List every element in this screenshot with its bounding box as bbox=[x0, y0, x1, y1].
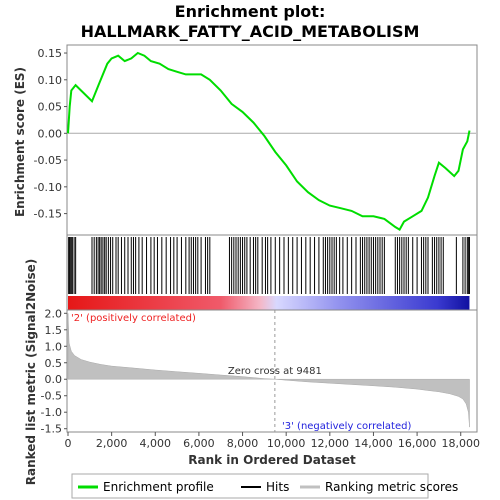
es-ytick-label: 0.05 bbox=[38, 101, 63, 114]
es-ytick-label: -0.10 bbox=[34, 181, 62, 194]
es-ytick-label: -0.05 bbox=[34, 154, 62, 167]
metric-ytick-label: 1.5 bbox=[45, 324, 63, 337]
metric-ytick-label: -1.5 bbox=[41, 423, 62, 436]
hit-marks bbox=[68, 237, 470, 294]
legend-label-metric: Ranking metric scores bbox=[325, 480, 458, 494]
metric-fill-area bbox=[67, 313, 470, 428]
x-tick-label: 18,000 bbox=[441, 437, 480, 450]
metric-ytick-label: 1.0 bbox=[45, 340, 63, 353]
x-ticks: 0 2,000 4,000 6,000 8,000 10,000 12,000 14,000 1… bbox=[65, 432, 480, 450]
metric-ytick-label: 0.5 bbox=[45, 357, 63, 370]
x-axis-label: Rank in Ordered Dataset bbox=[188, 453, 356, 467]
rank-color-bar bbox=[68, 296, 470, 310]
x-tick-label: 6,000 bbox=[183, 437, 215, 450]
es-y-ticks: 0.15 0.10 0.05 0.00 -0.05 -0.10 -0.15 bbox=[34, 47, 67, 221]
x-tick-label: 4,000 bbox=[140, 437, 172, 450]
metric-ytick-label: 2.0 bbox=[45, 307, 63, 320]
legend-label-hits: Hits bbox=[266, 480, 289, 494]
positive-correlated-label: '2' (positively correlated) bbox=[71, 313, 196, 324]
x-tick-label: 10,000 bbox=[267, 437, 306, 450]
negative-correlated-label: '3' (negatively correlated) bbox=[282, 421, 411, 432]
es-plot-area bbox=[66, 44, 478, 236]
x-tick-label: 2,000 bbox=[96, 437, 128, 450]
es-ytick-label: 0.15 bbox=[38, 47, 63, 60]
chart-title-line1: Enrichment plot: bbox=[175, 2, 326, 21]
zero-cross-label: Zero cross at 9481 bbox=[228, 366, 322, 377]
metric-ytick-label: -1.0 bbox=[41, 406, 62, 419]
x-tick-label: 16,000 bbox=[398, 437, 437, 450]
metric-ytick-label: -0.5 bbox=[41, 390, 62, 403]
es-series-line bbox=[67, 51, 471, 231]
metric-ylabel: Ranked list metric (Signal2Noise) bbox=[24, 259, 38, 486]
x-tick-label: 8,000 bbox=[227, 437, 259, 450]
es-ylabel: Enrichment score (ES) bbox=[13, 67, 27, 217]
chart-title-line2: HALLMARK_FATTY_ACID_METABOLISM bbox=[81, 22, 420, 41]
x-tick-label: 0 bbox=[65, 437, 72, 450]
es-ytick-label: 0.00 bbox=[38, 127, 63, 140]
legend-label-enrichment: Enrichment profile bbox=[103, 480, 214, 494]
es-ytick-label: -0.15 bbox=[34, 208, 62, 221]
metric-y-ticks: 2.0 1.5 1.0 0.5 0.0 -0.5 -1.0 -1.5 bbox=[41, 307, 67, 436]
metric-ytick-label: 0.0 bbox=[45, 373, 63, 386]
x-tick-label: 12,000 bbox=[311, 437, 350, 450]
x-tick-label: 14,000 bbox=[354, 437, 393, 450]
es-ytick-label: 0.10 bbox=[38, 74, 63, 87]
